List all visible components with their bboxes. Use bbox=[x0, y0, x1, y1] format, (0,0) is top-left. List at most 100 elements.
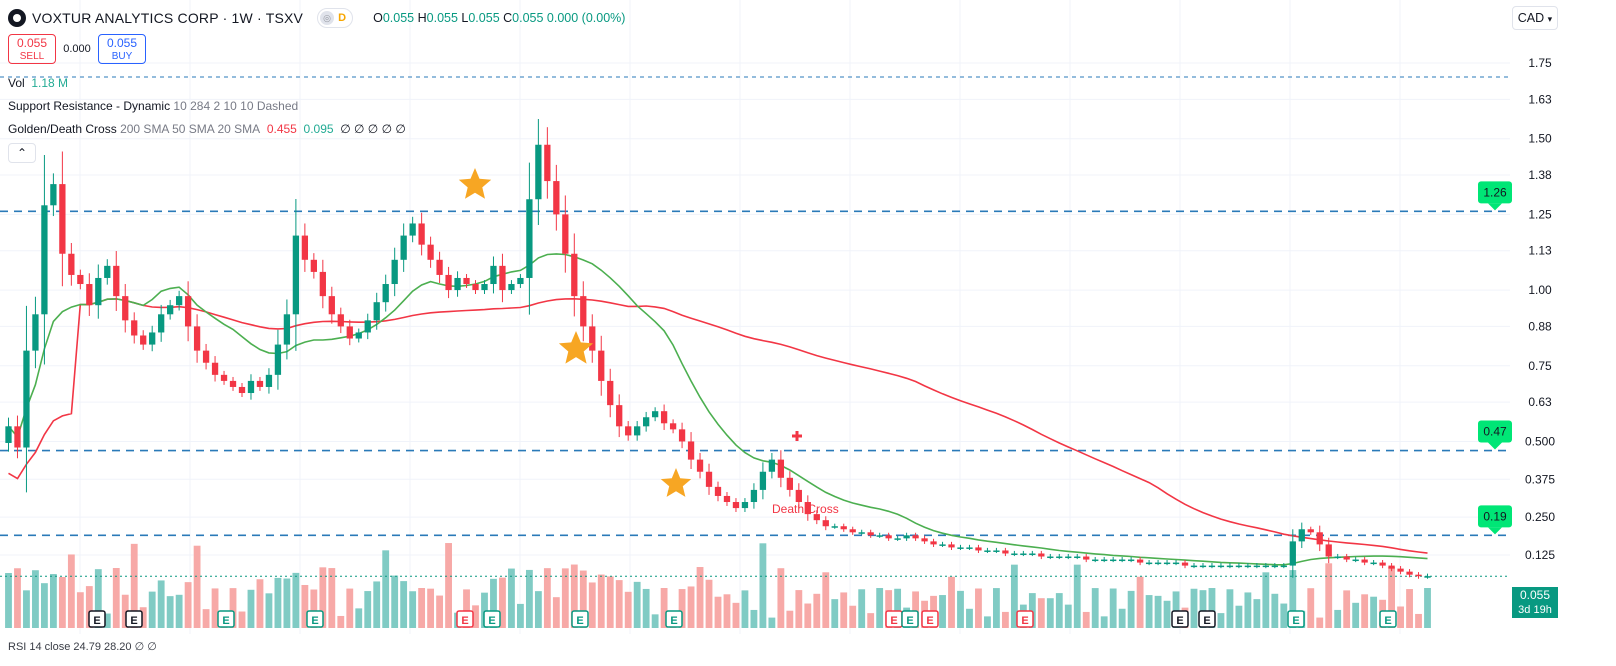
volume-bar bbox=[759, 543, 767, 628]
volume-bar bbox=[588, 582, 596, 628]
candle-body bbox=[499, 265, 506, 291]
volume-bar bbox=[499, 577, 506, 628]
volume-bar bbox=[328, 568, 336, 628]
candle-body bbox=[966, 547, 973, 549]
volume-bar bbox=[364, 591, 372, 628]
volume-bar bbox=[1406, 589, 1413, 628]
rsi-legend[interactable]: RSI 14 close 24.79 28.20 ∅ ∅ bbox=[8, 641, 157, 653]
volume-bar bbox=[984, 616, 991, 628]
sell-button[interactable]: 0.055 SELL bbox=[8, 34, 56, 64]
candle-body bbox=[211, 362, 219, 375]
candle-body bbox=[292, 235, 300, 315]
support-resistance-legend[interactable]: Support Resistance - Dynamic 10 284 2 10… bbox=[8, 99, 299, 113]
candle-body bbox=[885, 535, 892, 539]
death-cross-label: Death Cross bbox=[772, 502, 839, 516]
currency-selector[interactable]: CAD ▾ bbox=[1512, 6, 1558, 30]
support-resistance-label: 1.26 bbox=[1483, 185, 1507, 199]
volume-bar bbox=[831, 599, 839, 628]
earnings-marker-label: E bbox=[461, 615, 468, 627]
volume-bar bbox=[1325, 563, 1333, 628]
candle-body bbox=[202, 350, 210, 363]
volume-bar bbox=[1208, 588, 1216, 628]
candle-body bbox=[427, 244, 434, 260]
candle-body bbox=[858, 532, 865, 534]
candle-body bbox=[975, 547, 982, 551]
candle-body bbox=[140, 335, 147, 345]
collapse-legend-button[interactable]: ⌃ bbox=[8, 143, 36, 163]
candle-body bbox=[625, 426, 632, 436]
volume-bar bbox=[597, 574, 605, 628]
volume-legend[interactable]: Vol 1.18 M bbox=[8, 76, 69, 90]
volume-bar bbox=[714, 596, 722, 628]
volume-bars bbox=[5, 543, 1431, 628]
candle-body bbox=[714, 486, 722, 496]
candle-body bbox=[696, 459, 704, 472]
volume-bar bbox=[274, 577, 282, 628]
candle-body bbox=[1092, 559, 1099, 562]
volume-bar bbox=[1073, 564, 1081, 628]
earnings-marker-label: E bbox=[130, 615, 137, 627]
volume-bar bbox=[121, 594, 129, 628]
candle-body bbox=[598, 350, 605, 381]
volume-bar bbox=[1334, 609, 1342, 628]
badge-pointer bbox=[1488, 527, 1502, 535]
volume-bar bbox=[768, 617, 776, 628]
volume-bar bbox=[741, 590, 749, 628]
candle-body bbox=[1262, 565, 1269, 568]
candle-body bbox=[68, 253, 75, 275]
volume-bar bbox=[301, 584, 309, 628]
candle-body bbox=[651, 411, 659, 418]
candle-body bbox=[418, 223, 425, 245]
candle-body bbox=[535, 144, 542, 200]
symbol-title[interactable]: VOXTUR ANALYTICS CORP · 1W · TSXV bbox=[32, 10, 304, 26]
volume-bar bbox=[1199, 590, 1207, 628]
volume-bar bbox=[606, 576, 614, 628]
candle-body bbox=[1334, 556, 1341, 559]
volume-bar bbox=[1370, 596, 1378, 628]
volume-bar bbox=[1136, 576, 1144, 628]
volume-bar bbox=[472, 605, 479, 628]
candle-body bbox=[831, 526, 838, 528]
market-status-toggle[interactable]: ◎ D bbox=[317, 8, 354, 28]
support-resistance-badge bbox=[1478, 420, 1512, 443]
earnings-marker-icon bbox=[217, 610, 235, 628]
volume-bar bbox=[1415, 613, 1422, 628]
earnings-marker-label: E bbox=[488, 615, 495, 627]
earnings-marker-label: E bbox=[926, 615, 933, 627]
volume-bar bbox=[975, 588, 982, 628]
volume-bar bbox=[175, 594, 183, 628]
golden-death-cross-legend[interactable]: Golden/Death Cross 200 SMA 50 SMA 20 SMA… bbox=[8, 122, 406, 136]
candle-body bbox=[158, 314, 165, 333]
volume-bar bbox=[1280, 603, 1288, 628]
volume-bar bbox=[1127, 590, 1135, 628]
sma-200-line bbox=[8, 297, 1428, 554]
volume-bar bbox=[103, 613, 111, 628]
chart-header: VOXTUR ANALYTICS CORP · 1W · TSXV ◎ D O0… bbox=[8, 8, 625, 28]
volume-bar bbox=[912, 591, 919, 628]
earnings-marker-icon bbox=[456, 610, 474, 628]
candle-body bbox=[687, 441, 695, 460]
volume-bar bbox=[184, 582, 192, 628]
candle-body bbox=[193, 326, 201, 351]
volume-bar bbox=[238, 611, 246, 628]
candle-body bbox=[939, 544, 946, 546]
volume-bar bbox=[1244, 592, 1252, 628]
candle-body bbox=[1352, 559, 1359, 562]
volume-bar bbox=[1352, 602, 1360, 628]
volume-bar bbox=[445, 543, 452, 628]
candle-body bbox=[903, 535, 910, 539]
candle-body bbox=[993, 550, 1000, 552]
candle-body bbox=[562, 214, 569, 254]
candle-body bbox=[795, 489, 802, 503]
buy-button[interactable]: 0.055 BUY bbox=[98, 34, 146, 64]
last-price-tag: 0.055 3d 19h bbox=[1512, 587, 1558, 618]
volume-bar bbox=[876, 588, 884, 628]
volume-bar bbox=[615, 580, 623, 628]
candle-body bbox=[1217, 565, 1225, 568]
candle-body bbox=[867, 532, 874, 536]
candle-body bbox=[1038, 553, 1045, 557]
candle-body bbox=[1298, 529, 1305, 542]
candle-body bbox=[283, 314, 291, 345]
candle-body bbox=[678, 429, 686, 442]
